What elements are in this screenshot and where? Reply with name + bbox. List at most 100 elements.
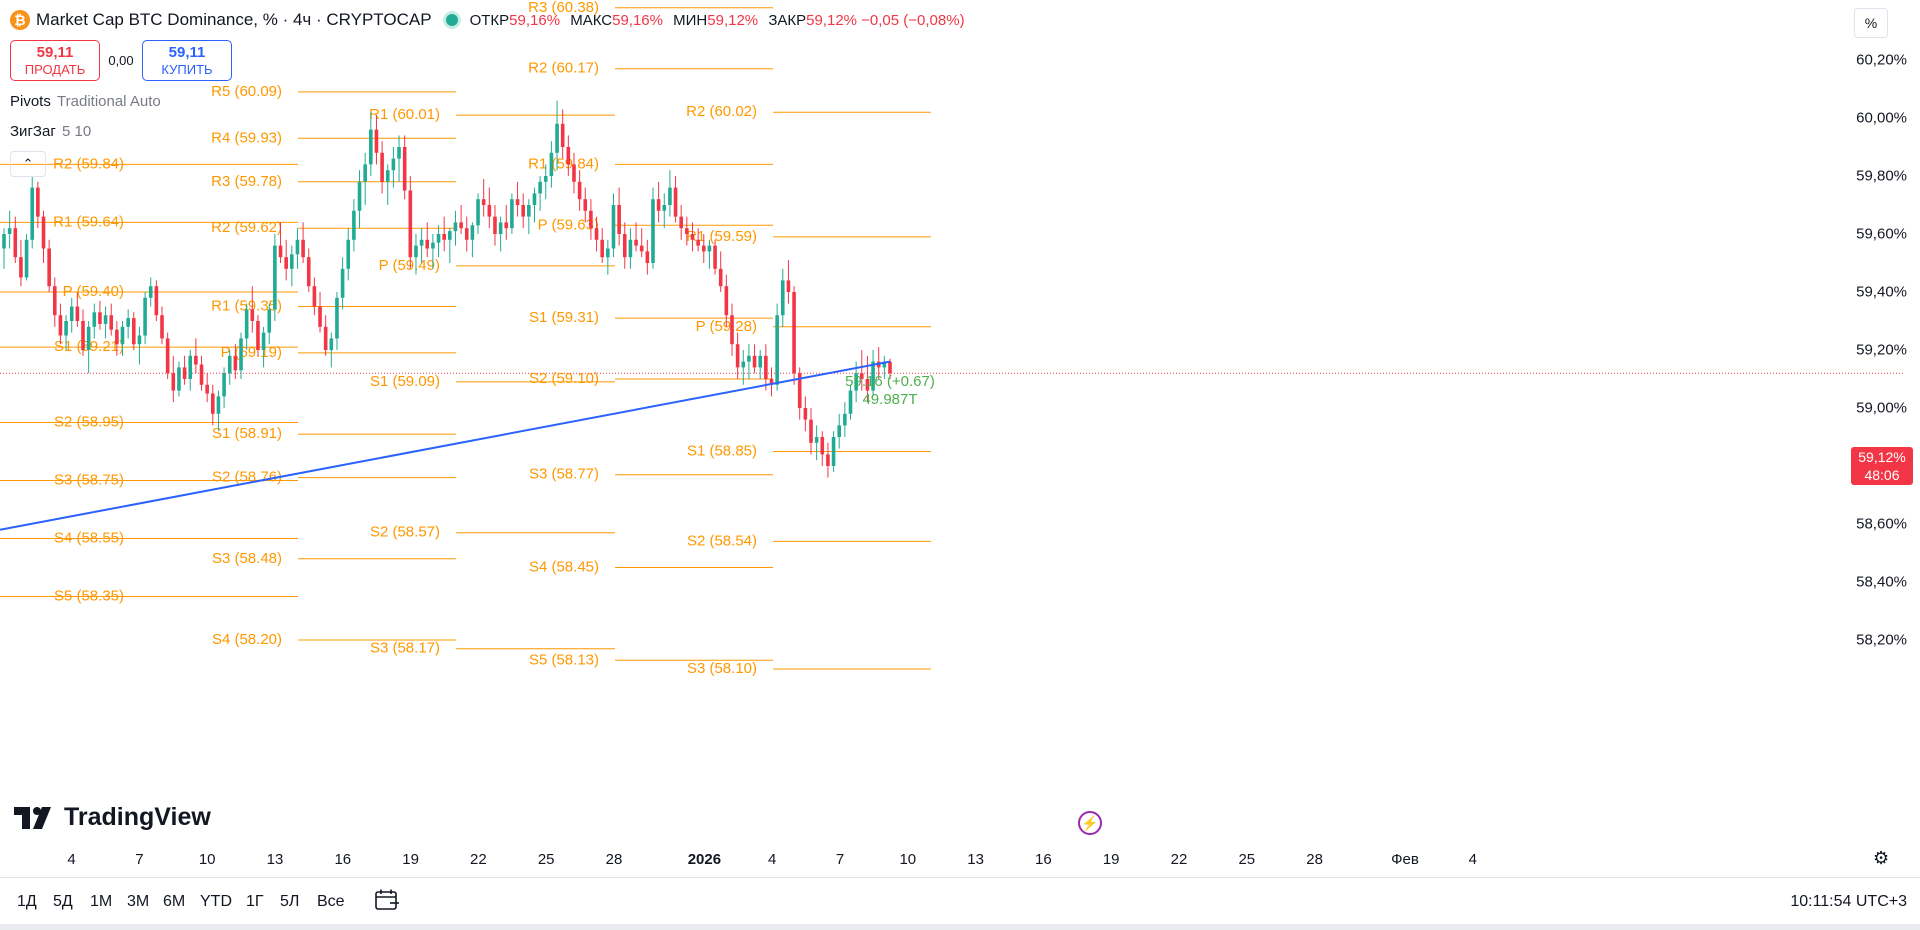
price-axis-label: 60,00%	[1856, 109, 1907, 127]
candle-body	[634, 239, 638, 246]
market-open-icon	[445, 14, 458, 26]
time-axis-label: 7	[835, 851, 845, 868]
candle-body	[752, 355, 757, 368]
candle-body	[408, 190, 413, 258]
candle-body	[442, 234, 446, 240]
candle-body	[493, 216, 497, 234]
candle-body	[701, 245, 706, 252]
price-axis-label: 58,40%	[1856, 573, 1907, 591]
candle-body	[98, 312, 102, 324]
pivot-label: S3 (58.17)	[370, 640, 440, 657]
indicator-name: Pivots	[10, 93, 51, 110]
trend-line	[0, 360, 891, 531]
candle-body	[86, 326, 91, 350]
candle-body	[250, 309, 255, 321]
percent-scale-button[interactable]: %	[1854, 8, 1888, 38]
candle-body	[318, 306, 322, 327]
candle-body	[182, 367, 187, 379]
candle-body	[476, 199, 480, 226]
candle-body	[459, 222, 463, 229]
sell-button[interactable]: 59,11 ПРОДАТЬ	[10, 40, 100, 81]
candle-body	[346, 239, 351, 269]
sell-price: 59,11	[36, 44, 74, 61]
ohlc-open-key: ОТКР	[469, 11, 510, 29]
candle-body	[589, 210, 593, 229]
candle-body	[662, 205, 667, 211]
candle-body	[735, 344, 740, 368]
candle-body	[216, 396, 221, 414]
candle-body	[380, 152, 384, 182]
candle-body	[792, 292, 796, 374]
range-1m-button[interactable]: 1М	[90, 893, 113, 910]
calendar-range-icon[interactable]	[374, 888, 400, 912]
time-axis-label: 22	[470, 851, 487, 868]
pivot-label: S1 (58.85)	[687, 442, 757, 459]
candle-body	[504, 222, 509, 229]
candle-body	[809, 419, 813, 443]
indicator-zigzag[interactable]: ЗигЗаг 5 10	[10, 123, 91, 140]
candle-body	[888, 361, 892, 374]
range-3m-button[interactable]: 3М	[127, 893, 150, 910]
candle-body	[425, 239, 430, 249]
candle-body	[673, 187, 678, 217]
time-axis-label: 2026	[687, 851, 722, 868]
time-axis-label: 4	[768, 851, 777, 868]
candle-body	[510, 199, 514, 229]
candle-body	[7, 228, 12, 234]
candle-body	[583, 199, 588, 211]
symbol-title[interactable]: Market Cap BTC Dominance, % · 4ч · CRYPT…	[36, 10, 432, 29]
range-1y-button[interactable]: 1Г	[246, 893, 264, 910]
candle-body	[724, 286, 729, 316]
range-5d-button[interactable]: 5Д	[53, 893, 73, 910]
pivot-label: S2 (58.76)	[212, 469, 282, 486]
tradingview-logo-icon	[14, 806, 51, 829]
range-ytd-button[interactable]: YTD	[200, 893, 232, 910]
candle-body	[352, 210, 356, 240]
range-all-button[interactable]: Все	[317, 893, 345, 910]
candle-body	[52, 286, 57, 316]
pivot-label: R3 (59.78)	[211, 173, 282, 190]
time-axis-label: 28	[605, 851, 623, 868]
lightning-icon[interactable]: ⚡	[1078, 811, 1102, 835]
candle-body	[397, 147, 401, 159]
collapse-indicators-button[interactable]: ⌃	[10, 151, 46, 177]
candle-body	[572, 164, 576, 182]
candle-body	[560, 123, 565, 147]
time-axis-label: Фев	[1391, 851, 1419, 868]
gear-icon[interactable]: ⚙	[1873, 848, 1890, 868]
pivot-label: S1 (59.31)	[529, 309, 599, 326]
indicator-pivots[interactable]: Pivots Traditional Auto	[10, 93, 161, 110]
candle-body	[374, 129, 379, 153]
ohlc-low-value: 59,12%	[707, 11, 759, 29]
buy-button[interactable]: 59,11 КУПИТЬ	[142, 40, 232, 81]
utc-clock[interactable]: 10:11:54 UTC+3	[1790, 893, 1907, 910]
tradingview-logo[interactable]: TradingView	[14, 803, 211, 832]
candle-body	[538, 181, 542, 194]
candle-body	[594, 228, 599, 240]
pivot-label: R1 (60.01)	[369, 106, 440, 123]
candle-body	[301, 239, 305, 258]
pivot-label: S3 (58.75)	[54, 471, 124, 488]
candle-body	[369, 129, 373, 165]
ohlc-high-key: МАКС	[570, 11, 613, 29]
candle-body	[775, 315, 779, 385]
price-axis-label: 58,60%	[1856, 515, 1907, 533]
range-1d-button[interactable]: 1Д	[17, 893, 37, 910]
price-axis-label: 59,40%	[1856, 283, 1907, 301]
candle-body	[470, 225, 475, 240]
candle-body	[645, 251, 650, 263]
candle-body	[323, 326, 328, 350]
percent-label: %	[1864, 15, 1878, 31]
ohlc-close-value: 59,12% −0,05 (−0,08%)	[806, 11, 965, 29]
candle-body	[566, 147, 571, 165]
range-6m-button[interactable]: 6М	[163, 893, 186, 910]
candle-body	[81, 321, 85, 350]
candle-body	[668, 187, 672, 205]
trade-panel: 59,11 ПРОДАТЬ 0,00 59,11 КУПИТЬ	[10, 40, 232, 81]
candle-body	[92, 312, 97, 327]
candle-body	[837, 425, 842, 437]
range-5y-button[interactable]: 5Л	[280, 893, 300, 910]
candle-body	[436, 234, 441, 243]
